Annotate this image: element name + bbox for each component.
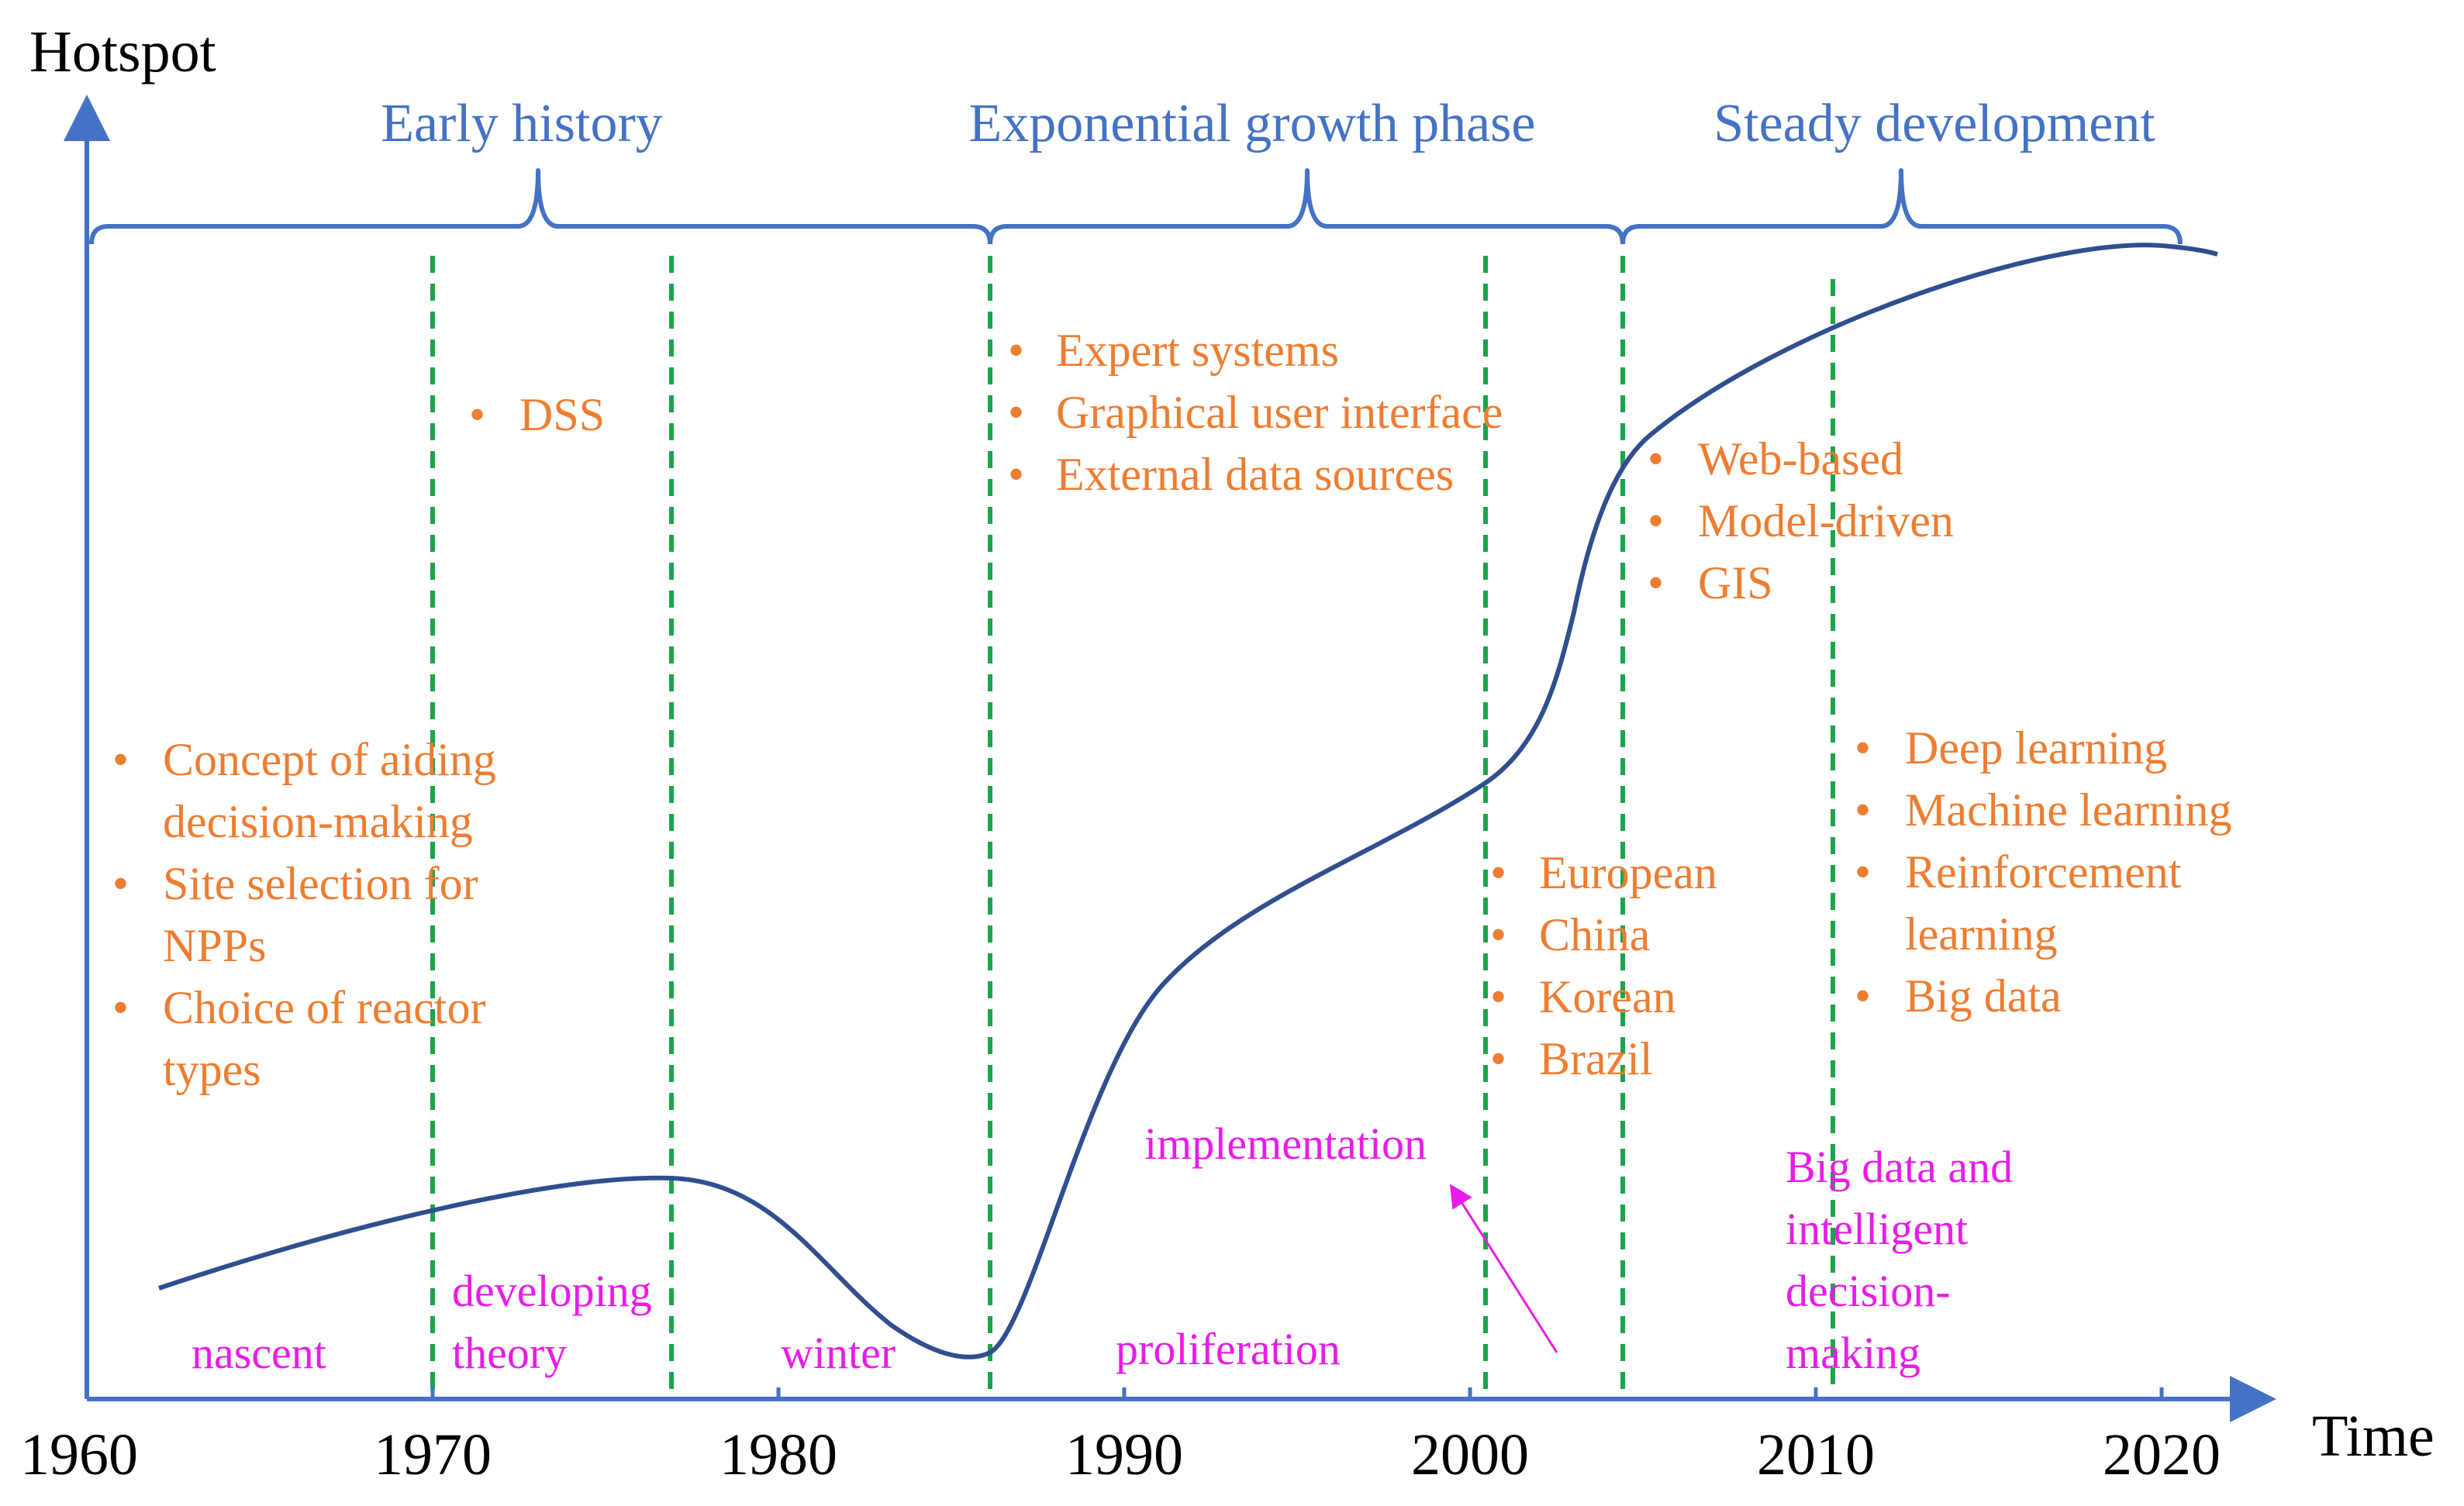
phase-label-early: Early history: [381, 94, 663, 153]
bullet-icon: •: [1008, 325, 1024, 376]
stage-bigdata: intelligent: [1786, 1204, 1968, 1254]
x-tick-labels: 1960 1970 1980 1990 2000 2010 2020: [20, 1422, 2221, 1487]
x-tick-marks: [430, 1387, 2164, 1399]
phase-labels: Early history Exponential growth phase S…: [381, 94, 2155, 153]
stage-bigdata: decision-: [1786, 1266, 1951, 1316]
topics-expert: • Expert systems • Graphical user interf…: [1008, 325, 1503, 500]
topics-countries: • European • China • Korean • Brazil: [1490, 847, 1717, 1084]
stage-nascent: nascent: [192, 1328, 326, 1378]
topic-item: decision-making: [163, 796, 473, 847]
bullet-icon: •: [1648, 433, 1664, 484]
bullet-icon: •: [469, 389, 485, 440]
bullet-icon: •: [1648, 495, 1664, 546]
topic-item: Korean: [1539, 971, 1676, 1022]
topic-item: Model-driven: [1698, 495, 1954, 546]
bullet-icon: •: [112, 858, 129, 909]
stage-winter: winter: [781, 1328, 896, 1378]
topic-item: learning: [1905, 908, 2058, 960]
bullet-icon: •: [1855, 846, 1871, 898]
topic-item: Graphical user interface: [1056, 387, 1503, 438]
stage-bigdata: making: [1786, 1328, 1920, 1378]
stage-proliferation: proliferation: [1116, 1324, 1341, 1374]
phase-bracket-early: [89, 168, 992, 245]
hotspot-curve: [158, 243, 2218, 1360]
bullet-icon: •: [1648, 557, 1664, 608]
topic-item: Web-based: [1698, 433, 1903, 484]
x-tick-label: 2010: [1757, 1422, 1875, 1487]
stage-implementation: implementation: [1144, 1118, 1427, 1169]
implementation-arrow: [1449, 1184, 1558, 1353]
bullet-icon: •: [1855, 722, 1871, 774]
axis-labels: Hotspot Time: [29, 19, 2435, 1469]
x-tick-label: 2000: [1411, 1422, 1529, 1487]
phase-label-growth: Exponential growth phase: [969, 94, 1536, 153]
bullet-icon: •: [1855, 970, 1871, 1022]
topic-item: China: [1539, 909, 1650, 960]
bullet-icon: •: [1490, 971, 1506, 1022]
topic-item: Expert systems: [1056, 325, 1339, 376]
axes: [64, 95, 2276, 1422]
bullet-icon: •: [1008, 449, 1024, 500]
bullet-icon: •: [1490, 847, 1506, 898]
stage-developing: developing: [452, 1266, 652, 1316]
x-tick-label: 1960: [20, 1422, 138, 1487]
stage-labels: nascent developing theory winter prolife…: [192, 1118, 2013, 1378]
topics-early: • Concept of aiding decision-making • Si…: [112, 734, 496, 1095]
topic-item: External data sources: [1056, 449, 1454, 500]
x-tick-label: 1990: [1065, 1422, 1183, 1487]
topics-web: • Web-based • Model-driven • GIS: [1648, 433, 1954, 608]
topic-item: NPPs: [163, 920, 266, 971]
x-axis-label: Time: [2312, 1404, 2435, 1469]
topic-item: Reinforcement: [1905, 846, 2182, 898]
phase-brackets: [89, 168, 2183, 245]
topic-item: European: [1539, 847, 1717, 898]
x-tick-label: 2020: [2103, 1422, 2221, 1487]
topics-dss: • DSS: [469, 389, 605, 440]
topic-item: GIS: [1698, 557, 1773, 608]
bullet-icon: •: [1490, 1033, 1506, 1084]
x-tick-label: 1970: [374, 1422, 492, 1487]
bullet-icon: •: [112, 982, 129, 1033]
bullet-icon: •: [1008, 387, 1024, 438]
stage-bigdata: Big data and: [1786, 1142, 2013, 1192]
phase-label-steady: Steady development: [1713, 94, 2155, 153]
phase-bracket-growth: [988, 168, 1625, 245]
topic-item: Choice of reactor: [163, 982, 485, 1033]
stage-developing: theory: [452, 1328, 567, 1378]
topic-item: Deep learning: [1905, 722, 2167, 774]
bullet-icon: •: [112, 734, 129, 785]
x-tick-label: 1980: [720, 1422, 837, 1487]
y-axis-label: Hotspot: [29, 19, 216, 84]
topic-item: Concept of aiding: [163, 734, 496, 785]
topic-item: Big data: [1905, 970, 2062, 1022]
topics-deep: • Deep learning • Machine learning • Rei…: [1855, 722, 2232, 1022]
bullet-icon: •: [1855, 784, 1871, 836]
topic-lists: • Concept of aiding decision-making • Si…: [112, 325, 2232, 1095]
topic-item: DSS: [519, 389, 605, 440]
topic-item: Machine learning: [1905, 784, 2232, 836]
topic-item: types: [163, 1044, 261, 1095]
phase-bracket-steady: [1620, 168, 2183, 245]
era-dividers: [430, 256, 1835, 1395]
topic-item: Brazil: [1539, 1033, 1653, 1084]
bullet-icon: •: [1490, 909, 1506, 960]
topic-item: Site selection for: [163, 858, 478, 909]
